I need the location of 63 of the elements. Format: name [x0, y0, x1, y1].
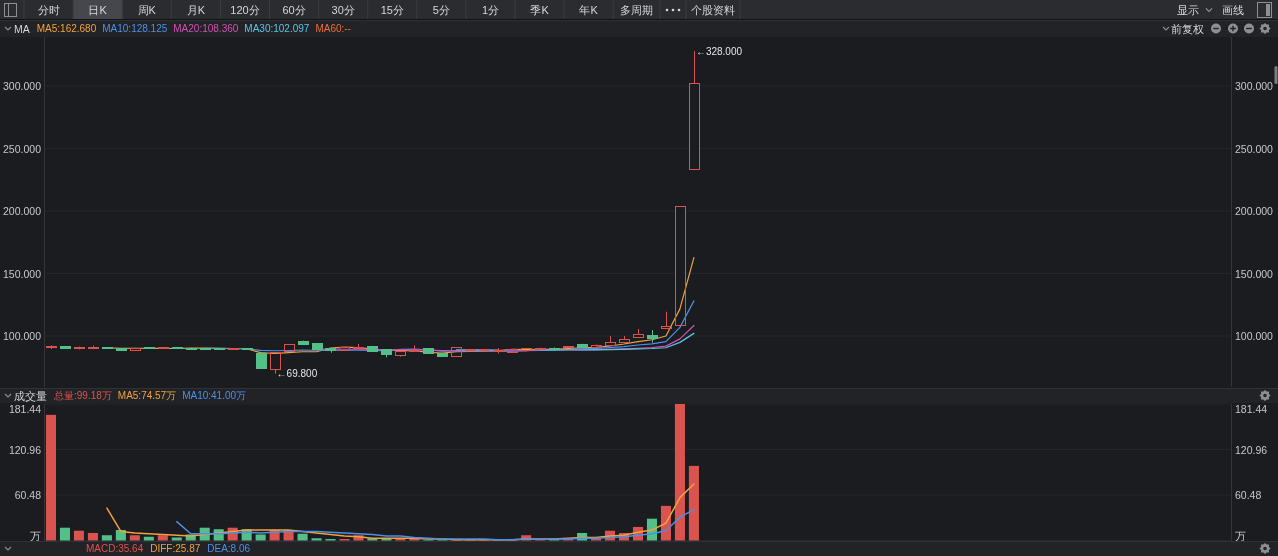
text: 画线 [1222, 4, 1244, 16]
text: 60分 [282, 4, 306, 16]
candlestick [284, 344, 295, 352]
y-tick-label: 250.000 [3, 142, 42, 155]
text: DEA:8.06 [207, 543, 251, 554]
text: MA20:108.360 [173, 23, 239, 34]
text: 多周期 [620, 4, 654, 16]
y-tick-label: 万 [30, 529, 41, 542]
candlestick [521, 348, 532, 351]
text: 年K [579, 4, 599, 16]
candlestick [395, 351, 406, 356]
y2-tick-label: 120.96 [1235, 443, 1268, 456]
text: 月K [186, 4, 206, 16]
y2-tick-label: 150.000 [1235, 267, 1274, 280]
text: 显示 [1177, 4, 1199, 16]
y2-tick-label: 200.000 [1235, 205, 1274, 217]
text: DIFF:25.87 [150, 543, 201, 554]
y2-tick-label: 250.000 [1235, 142, 1274, 155]
text: MA5:162.680 [36, 23, 97, 34]
y-tick-label: 100.000 [3, 330, 42, 342]
text: 季K [530, 4, 550, 16]
y2-tick-label: 60.48 [1235, 489, 1262, 501]
series-label: 总量:99.18万 [53, 390, 112, 401]
chart-title: MA [14, 22, 30, 35]
text: MA30:102.097 [244, 23, 310, 34]
candlestick [689, 50, 700, 170]
text: 15分 [380, 4, 404, 16]
candlestick [312, 343, 323, 350]
text: 5分 [432, 4, 450, 16]
candlestick [116, 348, 127, 351]
text: MACD:35.64 [86, 543, 144, 554]
candlestick [507, 349, 518, 353]
y-tick-label: 181.44 [8, 403, 42, 415]
text: 个股资料 [691, 4, 735, 16]
y-tick-label: 200.000 [3, 205, 42, 217]
annotation: ←69.800 [276, 368, 318, 380]
candlestick [423, 348, 434, 354]
candlestick [437, 353, 448, 357]
text: MA10:41.00万 [182, 390, 247, 401]
text: 前复权 [1171, 22, 1204, 35]
legend-label: MA60:-- [315, 23, 351, 34]
candlestick [325, 348, 336, 354]
text: 分时 [37, 4, 60, 16]
y2-tick-label: 万 [1235, 529, 1246, 542]
text: 30分 [331, 4, 355, 16]
y-tick-label: 60.48 [14, 489, 42, 501]
y2-tick-label: 300.000 [1235, 80, 1274, 92]
y2-tick-label: 100.000 [1235, 330, 1274, 342]
text: MA5:74.57万 [117, 390, 177, 401]
text: MA10:128.125 [102, 23, 168, 34]
text: 1分 [481, 4, 500, 16]
text: 日K [88, 4, 108, 16]
annotation: ←328.000 [695, 45, 743, 57]
chart-title: 成交量 [14, 389, 47, 402]
candlestick [409, 344, 420, 352]
candlestick [451, 347, 462, 357]
text: 周K [137, 4, 157, 16]
y-tick-label: 300.000 [3, 80, 42, 92]
y2-tick-label: 181.44 [1235, 403, 1268, 415]
y-tick-label: 150.000 [3, 267, 42, 280]
y-tick-label: 120.96 [8, 443, 42, 456]
text: 120分 [230, 4, 260, 16]
candlestick [256, 353, 267, 369]
